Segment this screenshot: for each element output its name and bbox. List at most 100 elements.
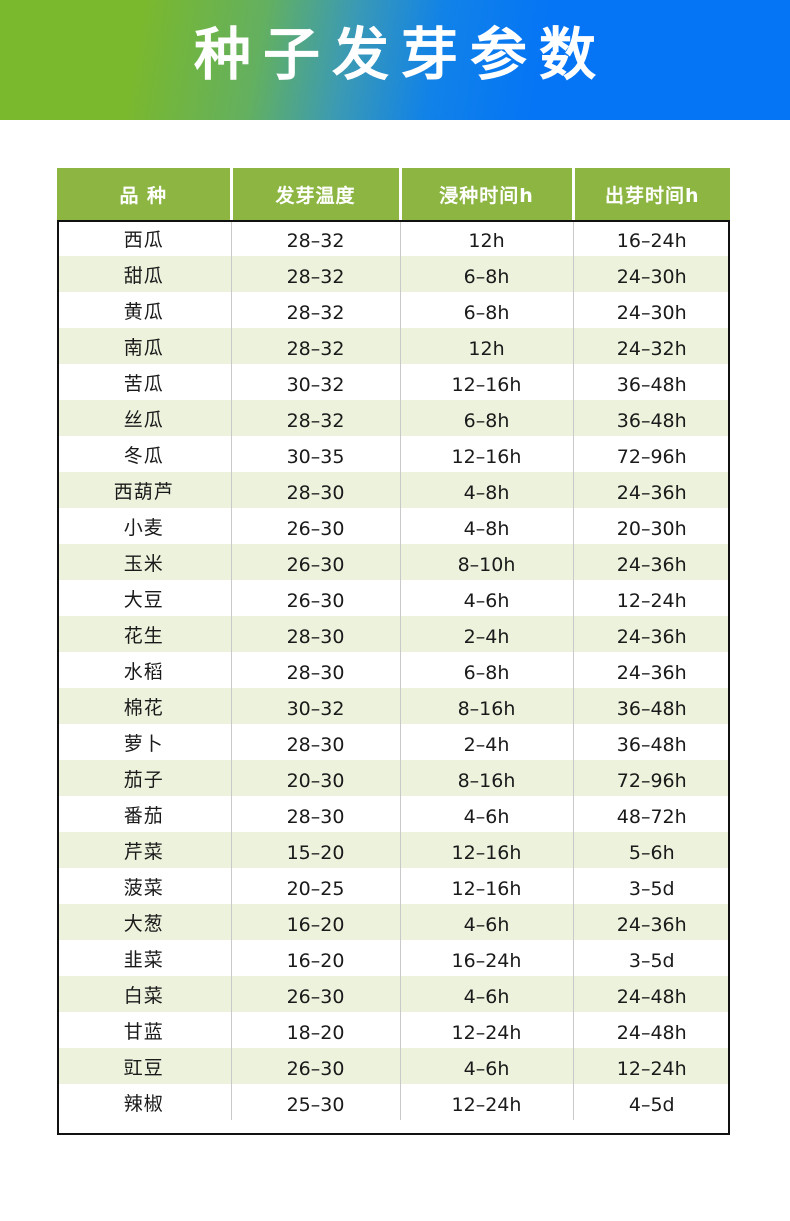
cell-temperature-value: 28–30 xyxy=(286,626,345,648)
table-row: 冬瓜 30–35 12–16h 72–96h xyxy=(57,436,730,472)
cell-temperature: 16–20 xyxy=(231,940,401,976)
cell-temperature-value: 26–30 xyxy=(286,554,345,576)
table-row: 玉米 26–30 8–10h 24–36h xyxy=(57,544,730,580)
cell-sprout-time: 36–48h xyxy=(573,400,730,436)
cell-sprout-time: 3–5d xyxy=(573,868,730,904)
table-header-row: 品 种 发芽温度 浸种时间h 出芽时间h xyxy=(57,168,730,220)
cell-sprout-time-value: 24–30h xyxy=(616,266,687,288)
cell-sprout-time: 72–96h xyxy=(573,760,730,796)
table-row: 韭菜 16–20 16–24h 3–5d xyxy=(57,940,730,976)
cell-sprout-time-value: 36–48h xyxy=(616,410,687,432)
cell-temperature-value: 28–30 xyxy=(286,806,345,828)
cell-temperature-value: 20–30 xyxy=(286,770,345,792)
cell-sprout-time-value: 20–30h xyxy=(616,518,687,540)
cell-temperature-value: 26–30 xyxy=(286,1058,345,1080)
cell-temperature: 28–30 xyxy=(231,472,401,508)
cell-sprout-time: 3–5d xyxy=(573,940,730,976)
cell-variety: 甘蓝 xyxy=(57,1012,232,1048)
cell-sprout-time: 24–30h xyxy=(573,256,730,292)
cell-temperature-value: 28–32 xyxy=(286,338,345,360)
cell-sprout-time: 36–48h xyxy=(573,724,730,760)
cell-sprout-time: 24–30h xyxy=(573,292,730,328)
cell-sprout-time: 24–36h xyxy=(573,472,730,508)
cell-sprout-time: 4–5d xyxy=(573,1084,730,1120)
table-row: 豇豆 26–30 4–6h 12–24h xyxy=(57,1048,730,1084)
table-row: 西瓜 28–32 12h 16–24h xyxy=(57,220,730,256)
cell-soak-time-value: 4–6h xyxy=(463,986,510,1008)
cell-soak-time: 6–8h xyxy=(400,292,574,328)
cell-variety: 豇豆 xyxy=(57,1048,232,1084)
cell-temperature: 28–32 xyxy=(231,328,401,364)
cell-temperature-value: 20–25 xyxy=(286,878,345,900)
cell-sprout-time: 24–36h xyxy=(573,544,730,580)
cell-temperature-value: 28–32 xyxy=(286,410,345,432)
cell-soak-time: 4–8h xyxy=(400,508,574,544)
cell-temperature: 28–30 xyxy=(231,724,401,760)
cell-sprout-time-value: 48–72h xyxy=(616,806,687,828)
cell-temperature-value: 30–32 xyxy=(286,374,345,396)
cell-variety: 大葱 xyxy=(57,904,232,940)
cell-sprout-time-value: 12–24h xyxy=(616,1058,687,1080)
cell-sprout-time-value: 3–5d xyxy=(628,878,675,900)
table-row: 辣椒 25–30 12–24h 4–5d xyxy=(57,1084,730,1120)
cell-temperature: 28–32 xyxy=(231,292,401,328)
cell-temperature-value: 28–30 xyxy=(286,482,345,504)
column-header-variety: 品 种 xyxy=(57,168,233,220)
cell-temperature: 28–30 xyxy=(231,616,401,652)
cell-soak-time-value: 12–16h xyxy=(451,446,522,468)
cell-sprout-time-value: 12–24h xyxy=(616,590,687,612)
cell-sprout-time-value: 36–48h xyxy=(616,374,687,396)
cell-sprout-time-value: 24–36h xyxy=(616,914,687,936)
cell-temperature: 28–32 xyxy=(231,220,401,256)
cell-temperature: 28–32 xyxy=(231,400,401,436)
cell-sprout-time-value: 24–36h xyxy=(616,482,687,504)
cell-variety: 韭菜 xyxy=(57,940,232,976)
cell-variety: 冬瓜 xyxy=(57,436,232,472)
cell-temperature: 15–20 xyxy=(231,832,401,868)
cell-soak-time-value: 12–24h xyxy=(451,1022,522,1044)
cell-soak-time: 12–24h xyxy=(400,1084,574,1120)
cell-variety: 水稻 xyxy=(57,652,232,688)
cell-temperature-value: 16–20 xyxy=(286,914,345,936)
cell-soak-time-value: 6–8h xyxy=(463,410,510,432)
cell-sprout-time: 24–32h xyxy=(573,328,730,364)
cell-temperature: 30–32 xyxy=(231,364,401,400)
cell-soak-time: 8–10h xyxy=(400,544,574,580)
cell-variety: 丝瓜 xyxy=(57,400,232,436)
cell-temperature: 26–30 xyxy=(231,1048,401,1084)
cell-temperature-value: 26–30 xyxy=(286,518,345,540)
cell-soak-time: 12–16h xyxy=(400,832,574,868)
cell-soak-time: 4–6h xyxy=(400,904,574,940)
table-row: 茄子 20–30 8–16h 72–96h xyxy=(57,760,730,796)
cell-sprout-time: 36–48h xyxy=(573,364,730,400)
cell-sprout-time-value: 24–32h xyxy=(616,338,687,360)
cell-soak-time: 2–4h xyxy=(400,616,574,652)
cell-temperature-value: 26–30 xyxy=(286,986,345,1008)
cell-variety: 西葫芦 xyxy=(57,472,232,508)
cell-variety: 玉米 xyxy=(57,544,232,580)
table-row: 萝卜 28–30 2–4h 36–48h xyxy=(57,724,730,760)
cell-variety: 辣椒 xyxy=(57,1084,232,1120)
cell-temperature: 28–32 xyxy=(231,256,401,292)
table-row: 大豆 26–30 4–6h 12–24h xyxy=(57,580,730,616)
cell-soak-time-value: 12–16h xyxy=(451,842,522,864)
cell-variety: 菠菜 xyxy=(57,868,232,904)
cell-soak-time-value: 4–6h xyxy=(463,806,510,828)
cell-temperature: 30–35 xyxy=(231,436,401,472)
cell-soak-time: 4–8h xyxy=(400,472,574,508)
column-header-soak-time: 浸种时间h xyxy=(400,168,575,220)
table-row: 花生 28–30 2–4h 24–36h xyxy=(57,616,730,652)
cell-sprout-time-value: 24–48h xyxy=(616,1022,687,1044)
cell-soak-time: 4–6h xyxy=(400,580,574,616)
cell-variety: 苦瓜 xyxy=(57,364,232,400)
cell-sprout-time: 24–36h xyxy=(573,904,730,940)
cell-sprout-time-value: 36–48h xyxy=(616,698,687,720)
cell-variety: 小麦 xyxy=(57,508,232,544)
table-row: 黄瓜 28–32 6–8h 24–30h xyxy=(57,292,730,328)
cell-soak-time-value: 6–8h xyxy=(463,302,510,324)
cell-temperature: 18–20 xyxy=(231,1012,401,1048)
cell-soak-time-value: 4–6h xyxy=(463,1058,510,1080)
cell-temperature: 26–30 xyxy=(231,544,401,580)
cell-soak-time-value: 2–4h xyxy=(463,626,510,648)
cell-variety: 甜瓜 xyxy=(57,256,232,292)
